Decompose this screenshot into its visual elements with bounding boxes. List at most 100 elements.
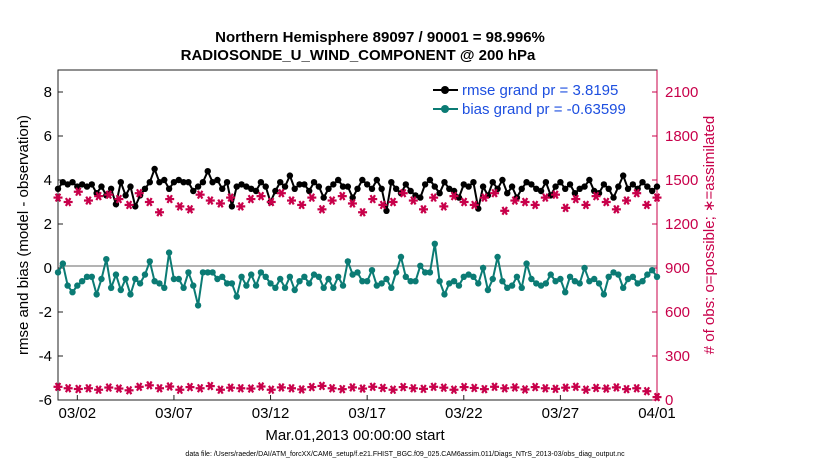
x-tick-label: 03/22 <box>445 405 483 422</box>
data-point <box>339 282 347 289</box>
data-point <box>629 273 637 280</box>
obs-marker-stroke <box>420 384 427 394</box>
data-point <box>431 183 438 190</box>
obs-marker <box>571 194 581 204</box>
data-point <box>315 183 323 190</box>
obs-marker-stroke <box>247 384 255 394</box>
data-point <box>412 278 419 285</box>
obs-marker <box>276 382 286 392</box>
data-point <box>537 282 545 289</box>
obs-marker-stroke <box>268 197 275 207</box>
x-tick-label: 03/12 <box>252 405 290 422</box>
data-point <box>600 181 608 188</box>
data-point <box>508 183 516 190</box>
y-tick-label: -2 <box>39 304 52 321</box>
obs-marker <box>297 384 307 394</box>
obs-marker <box>591 383 601 393</box>
obs-marker <box>490 188 500 198</box>
data-point <box>557 179 564 186</box>
data-point <box>518 185 525 192</box>
x-tick-label: 03/02 <box>59 405 97 422</box>
obs-marker <box>368 194 378 204</box>
data-point <box>132 203 139 210</box>
data-point <box>209 179 216 186</box>
obs-marker <box>601 384 611 394</box>
obs-marker-stroke <box>379 200 387 210</box>
data-point <box>161 284 168 291</box>
obs-marker <box>266 385 276 395</box>
obs-marker <box>378 383 388 393</box>
obs-marker <box>347 199 357 208</box>
data-point <box>112 271 120 278</box>
series-rmse <box>54 165 661 214</box>
data-point <box>421 269 429 276</box>
data-point <box>566 181 574 188</box>
data-point <box>257 269 265 276</box>
obs-marker-stroke <box>227 193 234 203</box>
data-point <box>648 267 656 274</box>
data-point <box>591 275 598 283</box>
data-point <box>214 275 221 283</box>
obs-marker <box>429 193 439 203</box>
data-point <box>639 278 646 285</box>
obs-marker-stroke <box>511 196 519 205</box>
data-point <box>136 280 144 287</box>
obs-marker-stroke <box>105 383 112 392</box>
obs-marker-stroke <box>64 383 72 393</box>
chart-title: Northern Hemisphere 89097 / 90001 = 98.9… <box>215 29 545 46</box>
series-bias <box>54 240 661 309</box>
y-axis-right-label: # of obs: o=possible; ∗=assimilated <box>701 116 718 355</box>
obs-marker-stroke <box>542 193 549 203</box>
data-point <box>653 273 661 280</box>
data-point <box>339 183 347 190</box>
data-point <box>272 284 279 291</box>
obs-marker-stroke <box>623 384 630 394</box>
obs-marker <box>205 196 215 205</box>
data-point <box>475 280 482 287</box>
data-point <box>417 194 424 201</box>
obs-marker-stroke <box>552 384 559 394</box>
data-point <box>248 185 255 192</box>
data-point <box>547 271 554 278</box>
obs-marker-stroke <box>288 383 295 393</box>
obs-marker-stroke <box>186 382 194 392</box>
obs-marker-stroke <box>54 193 62 203</box>
obs-marker <box>611 204 621 214</box>
obs-marker-stroke <box>298 384 305 394</box>
obs-marker <box>256 191 266 201</box>
obs-marker-stroke <box>227 383 234 393</box>
data-point <box>648 187 656 195</box>
data-point <box>441 179 448 186</box>
data-point <box>305 280 313 287</box>
data-point <box>334 273 342 280</box>
data-point <box>581 183 588 190</box>
data-point <box>359 176 366 184</box>
obs-marker <box>53 382 63 392</box>
data-point <box>581 264 588 272</box>
obs-marker-stroke <box>562 383 569 393</box>
data-point <box>436 190 443 197</box>
series-obs-possible <box>53 187 662 217</box>
obs-marker <box>591 191 601 201</box>
obs-marker-stroke <box>542 383 549 393</box>
obs-marker-stroke <box>552 190 559 200</box>
data-point <box>388 179 395 186</box>
obs-marker-stroke <box>85 196 92 205</box>
obs-marker <box>226 193 236 203</box>
y-right-tick-label: 0 <box>665 392 673 409</box>
obs-marker-stroke <box>156 207 163 217</box>
obs-marker-stroke <box>491 382 498 392</box>
data-point <box>504 284 511 291</box>
data-point <box>83 273 91 280</box>
x-tick-label: 03/17 <box>348 405 386 422</box>
data-point <box>610 269 617 276</box>
data-point <box>586 278 593 285</box>
obs-marker <box>520 384 530 394</box>
x-tick-label: 04/01 <box>638 405 676 422</box>
obs-marker-stroke <box>410 196 417 205</box>
obs-marker <box>83 196 93 205</box>
data-point <box>402 181 410 188</box>
data-point <box>233 293 240 300</box>
data-point <box>383 207 390 214</box>
